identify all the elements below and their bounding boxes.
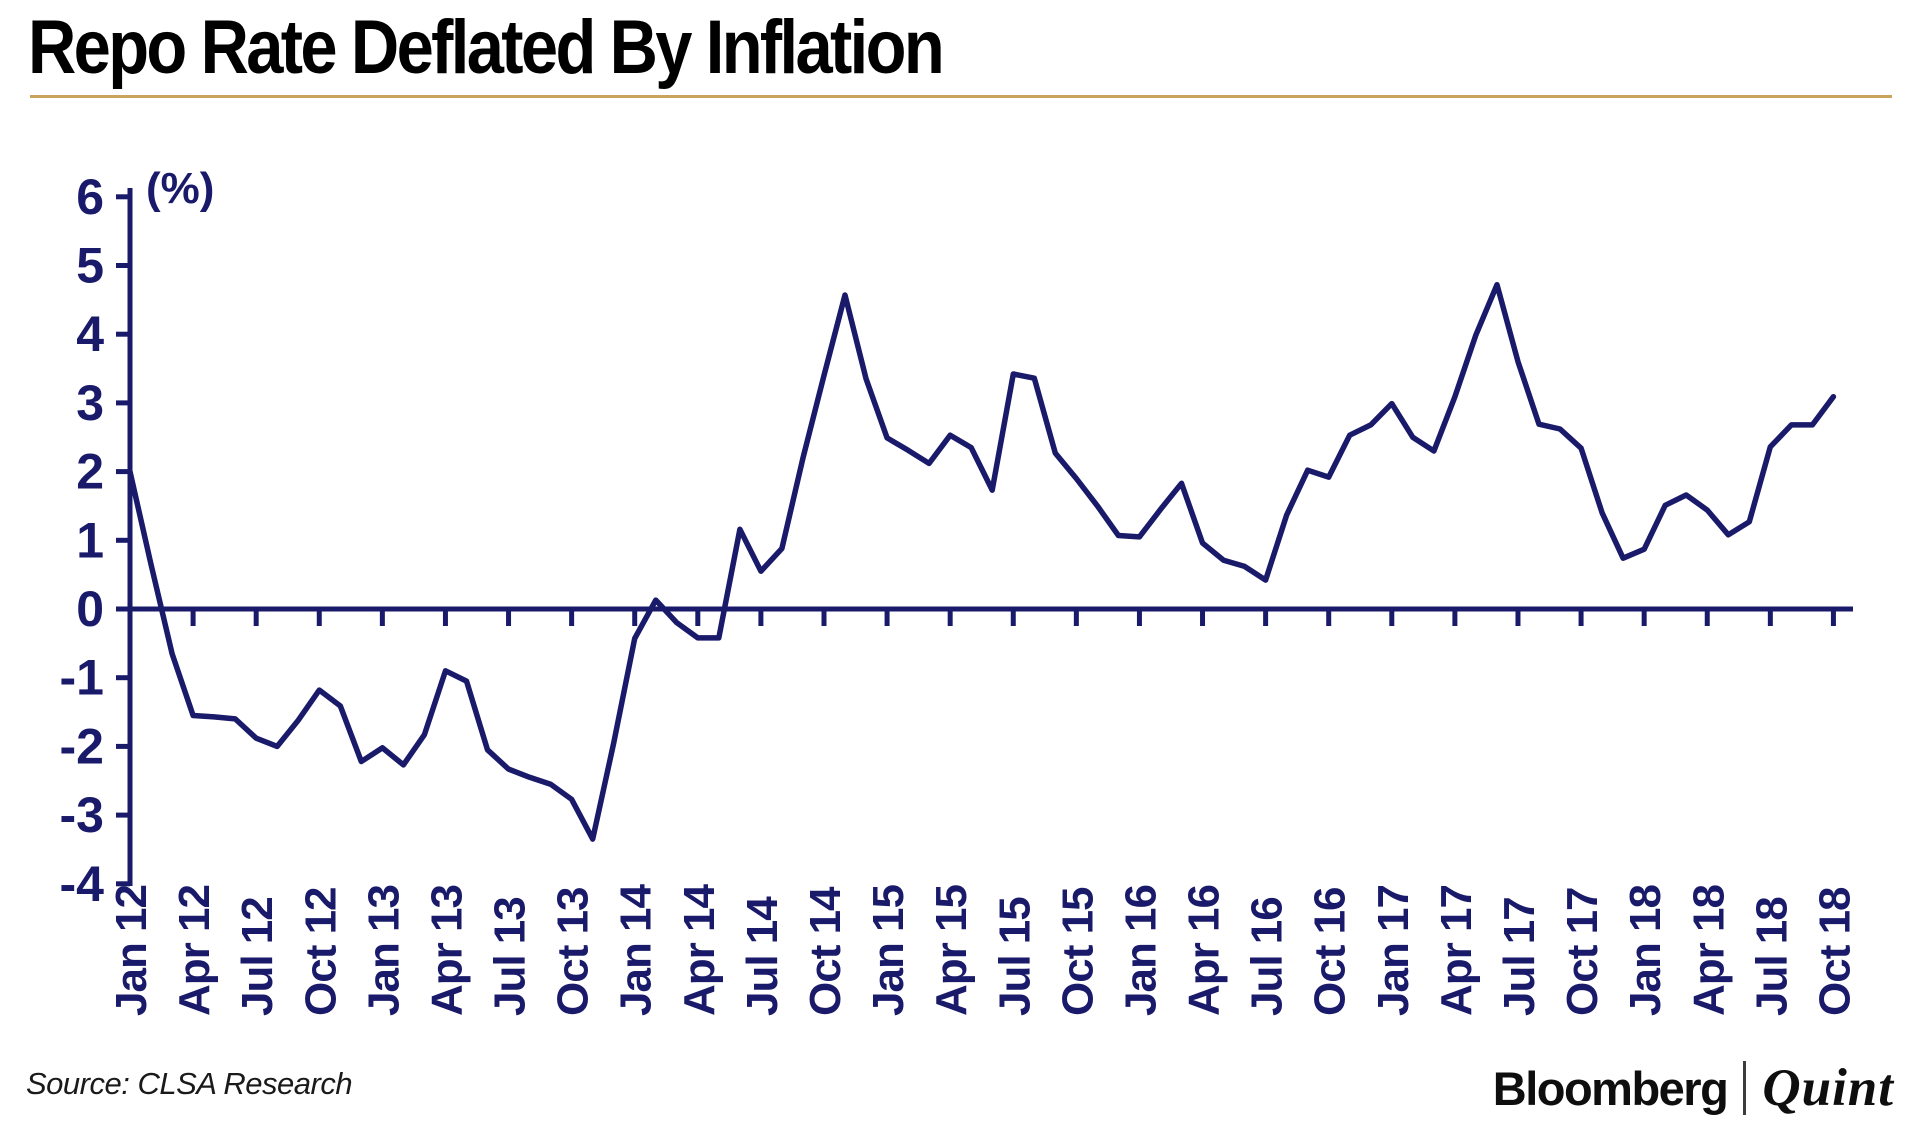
y-tick-label: -4 bbox=[60, 856, 105, 912]
y-tick-label: -2 bbox=[60, 718, 104, 774]
x-tick-label: Jan 14 bbox=[612, 883, 661, 1016]
x-tick-label: Apr 18 bbox=[1684, 885, 1733, 1016]
y-tick-label: 4 bbox=[76, 306, 104, 362]
x-tick-label: Jul 13 bbox=[486, 897, 535, 1016]
x-tick-label: Jan 16 bbox=[1116, 885, 1165, 1016]
x-tick-label: Jul 18 bbox=[1747, 897, 1796, 1016]
data-line bbox=[127, 281, 1837, 842]
x-tick-label: Jul 15 bbox=[990, 897, 1039, 1016]
x-tick-label: Oct 16 bbox=[1306, 887, 1355, 1016]
y-tick-label: -1 bbox=[60, 650, 104, 706]
x-tick-label: Jan 18 bbox=[1621, 884, 1670, 1016]
y-tick-label: 2 bbox=[76, 444, 104, 500]
title-separator-rule bbox=[30, 95, 1892, 98]
y-tick-label: 1 bbox=[76, 512, 104, 568]
y-tick-label: 3 bbox=[76, 375, 104, 431]
source-note: Source: CLSA Research bbox=[26, 1066, 353, 1101]
bloomberg-wordmark: Bloomberg bbox=[1492, 1061, 1729, 1115]
x-tick-label: Apr 16 bbox=[1180, 885, 1229, 1016]
x-tick-label: Jan 12 bbox=[107, 885, 156, 1016]
y-tick-label: 6 bbox=[76, 169, 104, 225]
x-tick-label: Apr 17 bbox=[1432, 885, 1481, 1016]
x-tick-label: Jan 17 bbox=[1369, 885, 1418, 1016]
x-tick-label: Oct 18 bbox=[1810, 887, 1859, 1016]
page-title: Repo Rate Deflated By Inflation bbox=[28, 5, 945, 90]
x-tick-label: Apr 15 bbox=[927, 885, 976, 1016]
x-tick-label: Jan 13 bbox=[359, 885, 408, 1016]
y-tick-label: -3 bbox=[60, 787, 104, 843]
quint-wordmark: Quint bbox=[1762, 1059, 1894, 1117]
x-tick-label: Oct 13 bbox=[549, 887, 598, 1016]
y-axis-unit-label: (%) bbox=[146, 164, 214, 213]
x-tick-label: Jul 17 bbox=[1495, 897, 1544, 1016]
x-tick-label: Jul 14 bbox=[738, 896, 787, 1016]
x-tick-label: Oct 17 bbox=[1558, 887, 1607, 1016]
y-tick-label: 5 bbox=[76, 238, 104, 294]
x-tick-label: Jan 15 bbox=[864, 884, 913, 1016]
x-tick-label: Jul 16 bbox=[1243, 897, 1292, 1016]
x-tick-label: Oct 14 bbox=[801, 886, 850, 1016]
x-tick-label: Apr 12 bbox=[170, 885, 219, 1016]
x-tick-label: Apr 13 bbox=[422, 885, 471, 1016]
x-tick-label: Jul 12 bbox=[233, 897, 282, 1016]
y-tick-label: 0 bbox=[76, 581, 104, 637]
x-tick-label: Oct 12 bbox=[296, 887, 345, 1016]
x-tick-label: Oct 15 bbox=[1053, 887, 1102, 1016]
bloomberg-quint-logo: Bloomberg Quint bbox=[1493, 1058, 1894, 1118]
x-tick-label: Apr 14 bbox=[675, 884, 724, 1016]
logo-divider-bar bbox=[1743, 1061, 1747, 1115]
